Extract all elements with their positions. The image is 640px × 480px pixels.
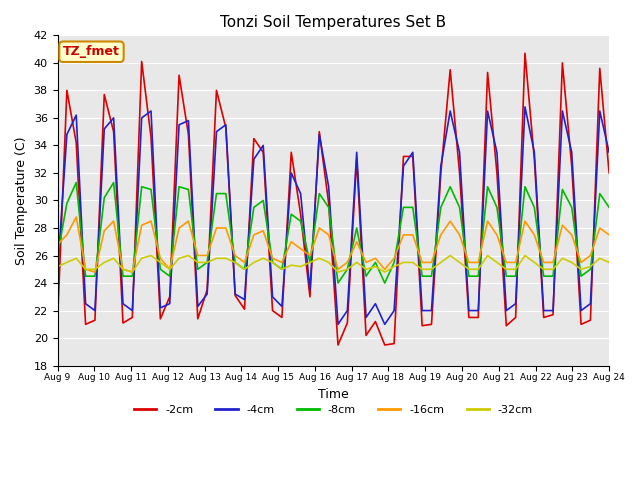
-16cm (259, 228, 267, 234)
-32cm (259, 255, 267, 261)
-16cm (231, 252, 239, 258)
-2cm (521, 50, 529, 56)
-32cm (166, 266, 173, 272)
-32cm (147, 252, 155, 258)
-8cm (72, 180, 80, 185)
-2cm (194, 316, 202, 322)
-8cm (204, 260, 211, 265)
-2cm (605, 170, 613, 176)
-32cm (231, 260, 239, 265)
-4cm (212, 129, 220, 134)
-16cm (419, 260, 426, 265)
-16cm (212, 225, 220, 231)
-32cm (129, 269, 136, 275)
Line: -32cm: -32cm (58, 255, 609, 272)
-4cm (194, 303, 202, 309)
Line: -4cm: -4cm (58, 107, 609, 324)
-16cm (605, 232, 613, 238)
Legend: -2cm, -4cm, -8cm, -16cm, -32cm: -2cm, -4cm, -8cm, -16cm, -32cm (129, 401, 537, 420)
-8cm (250, 204, 258, 210)
-16cm (54, 241, 61, 247)
-32cm (250, 260, 258, 265)
-8cm (419, 273, 426, 279)
-4cm (54, 269, 61, 275)
-2cm (231, 293, 239, 299)
-32cm (419, 266, 426, 272)
-8cm (241, 266, 248, 272)
Line: -2cm: -2cm (58, 53, 609, 345)
Y-axis label: Soil Temperature (C): Soil Temperature (C) (15, 136, 28, 265)
-4cm (409, 149, 417, 155)
-2cm (147, 134, 155, 140)
-4cm (605, 149, 613, 155)
Title: Tonzi Soil Temperatures Set B: Tonzi Soil Temperatures Set B (220, 15, 446, 30)
-8cm (605, 204, 613, 210)
-32cm (605, 260, 613, 265)
X-axis label: Time: Time (318, 388, 349, 401)
-4cm (241, 297, 248, 302)
-4cm (231, 291, 239, 297)
-32cm (54, 264, 61, 269)
Line: -8cm: -8cm (58, 182, 609, 283)
Line: -16cm: -16cm (58, 217, 609, 272)
-16cm (166, 266, 173, 272)
-8cm (54, 252, 61, 258)
-16cm (250, 232, 258, 238)
-2cm (241, 306, 248, 312)
-8cm (334, 280, 342, 286)
-4cm (334, 322, 342, 327)
-4cm (147, 108, 155, 114)
-2cm (54, 319, 61, 324)
Text: TZ_fmet: TZ_fmet (63, 45, 120, 58)
-8cm (157, 266, 164, 272)
-32cm (212, 255, 220, 261)
-8cm (222, 191, 230, 196)
-2cm (409, 154, 417, 159)
-4cm (521, 104, 529, 110)
-2cm (212, 87, 220, 93)
-2cm (334, 342, 342, 348)
-16cm (91, 269, 99, 275)
-16cm (72, 214, 80, 220)
